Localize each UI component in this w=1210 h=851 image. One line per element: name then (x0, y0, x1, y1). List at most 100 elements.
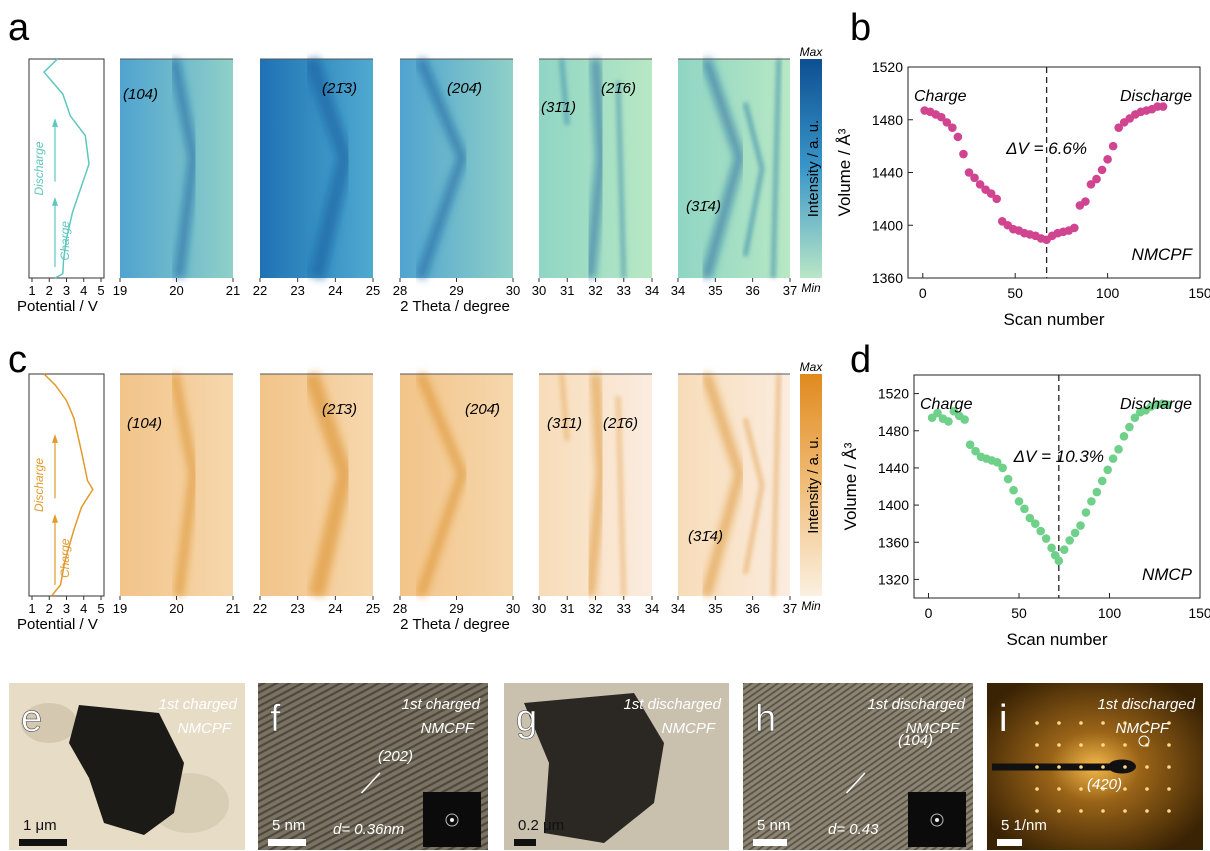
particle (524, 693, 664, 843)
xrd-tick-label: 32 (588, 601, 602, 616)
diffraction-spot (1167, 787, 1171, 791)
peak-label: (104) (123, 86, 158, 103)
x-tick-label: 150 (1188, 285, 1210, 301)
diffraction-spot (1057, 787, 1061, 791)
xrd-tick-label: 20 (169, 601, 183, 616)
diffraction-spot (1057, 721, 1061, 725)
peak-trace-secondary (559, 373, 627, 597)
tem-panel: f 1st charged NMCPF (202) d= 0.36nm 5 nm (258, 683, 488, 850)
diffraction-spot (1101, 721, 1105, 725)
diffraction-spot (1123, 809, 1127, 813)
data-point (998, 463, 1007, 473)
peak-trace (415, 372, 468, 598)
peak-trace (303, 56, 354, 280)
tem-title: 1st discharged (623, 696, 721, 713)
data-point (942, 118, 952, 127)
diffraction-spot (1101, 743, 1105, 747)
peak-trace (584, 373, 607, 597)
annotation-charge: Charge (920, 396, 973, 413)
tem-title: 1st discharged (1097, 696, 1195, 713)
potential-tick-label: 5 (97, 283, 104, 298)
beam-stop-tip (1108, 759, 1136, 774)
spot-marker (1138, 735, 1150, 747)
peak-label: (21̄6) (601, 80, 636, 97)
diffraction-spot (1145, 721, 1149, 725)
data-point (1158, 102, 1168, 111)
xrd-tick-label: 20 (169, 283, 183, 298)
peak-label: (31̄4) (688, 528, 723, 545)
diffraction-spot (1035, 743, 1039, 747)
data-point (1030, 519, 1040, 528)
data-point (975, 180, 985, 189)
peak-label: (204̄) (447, 80, 482, 97)
xrd-tick-label: 19 (113, 283, 127, 298)
data-point (944, 417, 953, 426)
tem-scale-bar (514, 839, 536, 846)
xrd-tick-label: 31 (560, 601, 574, 616)
diffraction-spot (1035, 721, 1039, 725)
xrd-tick-label: 28 (393, 283, 407, 298)
xrd-tick-label: 35 (708, 601, 722, 616)
diffraction-spot (1101, 809, 1105, 813)
plot-frame (913, 374, 1201, 599)
y-axis-label: Volume / Å³ (835, 128, 854, 216)
data-point (964, 168, 974, 177)
y-tick-label: 1520 (872, 59, 903, 75)
tem-sample: NMCPF (662, 720, 716, 737)
tem-letter: f (270, 698, 281, 740)
xrd-tick-label: 37 (783, 283, 797, 298)
colorbar-max: Max (800, 45, 824, 59)
data-point (1041, 534, 1051, 543)
xrd-tick-label: 25 (366, 283, 380, 298)
diffraction-spot (1057, 809, 1061, 813)
y-tick-label: 1400 (878, 497, 909, 513)
data-point (1119, 432, 1129, 441)
discharge-arrow-head (52, 118, 58, 127)
xrd-tick-label: 25 (366, 601, 380, 616)
y-axis-label: Volume / Å³ (841, 442, 860, 530)
diffraction-spot (1079, 787, 1083, 791)
y-tick-label: 1400 (872, 217, 903, 233)
peak-label: (21̄6) (603, 415, 638, 432)
peak-trace-secondary (742, 373, 782, 597)
colorbar (800, 59, 822, 278)
diffraction-spot (1145, 809, 1149, 813)
panel-letter-d: d (850, 339, 871, 381)
peak-label: (104) (127, 415, 162, 432)
potential-tick-label: 2 (46, 283, 53, 298)
annotation-delta-v: ΔV = 6.6% (1005, 139, 1087, 158)
annotation-sample: NMCP (1142, 565, 1193, 584)
annotation-charge: Charge (914, 88, 967, 105)
xrd-tick-label: 23 (290, 283, 304, 298)
xrd-tick-label: 30 (506, 601, 520, 616)
annotation-discharge: Discharge (1120, 88, 1192, 105)
particle (69, 705, 184, 835)
diffraction-spot (1123, 787, 1127, 791)
xrd-window: 30 31 32 33 34 (532, 373, 659, 616)
peak-label: (31̄1) (541, 99, 576, 116)
x-tick-label: 150 (1188, 605, 1210, 621)
annotation-delta-v: ΔV = 10.3% (1013, 447, 1104, 466)
xrd-window: 34 35 36 37 (671, 372, 797, 616)
y-tick-label: 1480 (872, 112, 903, 128)
volume-chart-nmcpf: 1360 1400 1440 1480 1520 0 50 100 150 Scan number… (835, 59, 1210, 329)
diffraction-spot (1079, 743, 1083, 747)
xrd-tick-label: 34 (645, 283, 659, 298)
peak-trace (169, 58, 199, 279)
tem-sample: NMCPF (906, 720, 960, 737)
data-point (1108, 141, 1118, 151)
x-tick-label: 50 (1007, 285, 1023, 301)
charge-label: Charge (58, 538, 72, 578)
support-film (21, 703, 77, 743)
xrd-tick-label: 24 (328, 601, 342, 616)
xrd-tick-label: 21 (226, 601, 240, 616)
colorbar-min: Min (801, 281, 821, 295)
charge-label: Charge (58, 221, 72, 261)
xrd-tick-label: 23 (290, 601, 304, 616)
y-tick-label: 1440 (872, 165, 903, 181)
data-point (992, 194, 1002, 204)
tem-letter: e (21, 698, 42, 740)
data-point (1081, 508, 1091, 517)
xrd-tick-label: 34 (671, 601, 685, 616)
tem-scale-bar (268, 839, 306, 846)
